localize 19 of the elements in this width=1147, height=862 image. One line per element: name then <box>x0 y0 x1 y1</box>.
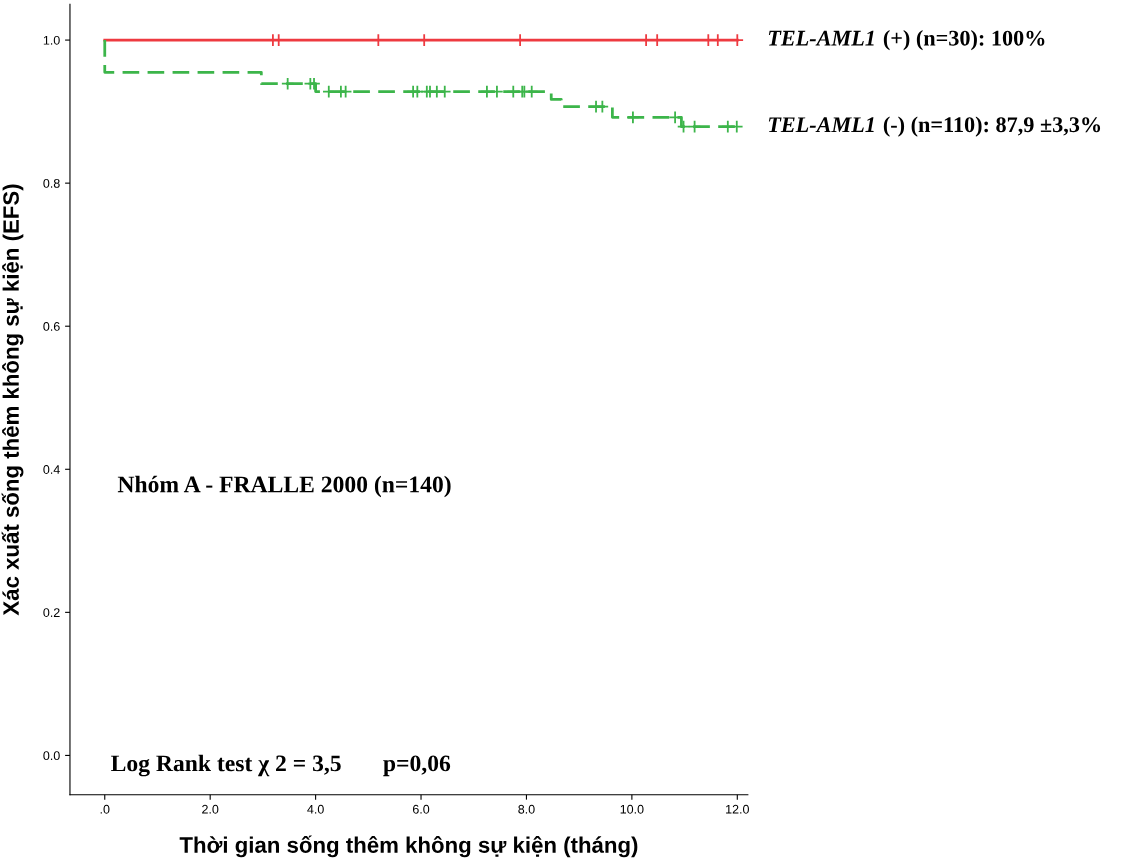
x-tick-label: .0 <box>100 804 110 814</box>
annotation: Log Rank test χ 2 = 3,5 p=0,06 <box>111 754 451 777</box>
y-tick-label: 0.6 <box>43 322 60 331</box>
x-axis-title: Thời gian sống thêm không sự kiện (tháng) <box>179 835 638 858</box>
x-tick-label: 8.0 <box>518 804 535 814</box>
x-tick-label: 4.0 <box>307 804 324 814</box>
y-tick-label: 0.0 <box>43 751 60 761</box>
y-axis-title: Xác xuất sống thêm không sự kiện (EFS) <box>1 184 24 616</box>
series-label: TEL-AML1 (-) (n=110): 87,9 ±3,3% <box>768 116 1101 137</box>
x-tick-label: 6.0 <box>412 804 430 814</box>
annotation: Nhóm A - FRALLE 2000 (n=140) <box>117 475 451 498</box>
series-label: TEL-AML1 (+) (n=30): 100% <box>768 30 1045 51</box>
x-tick-label: 10.0 <box>620 804 644 814</box>
y-tick-label: 0.8 <box>43 178 60 188</box>
y-tick-label: 1.0 <box>43 35 60 45</box>
x-tick-label: 12.0 <box>726 804 749 814</box>
y-tick-label: 0.4 <box>43 465 60 474</box>
x-tick-label: 2.0 <box>202 804 219 814</box>
y-tick-label: 0.2 <box>43 608 60 617</box>
